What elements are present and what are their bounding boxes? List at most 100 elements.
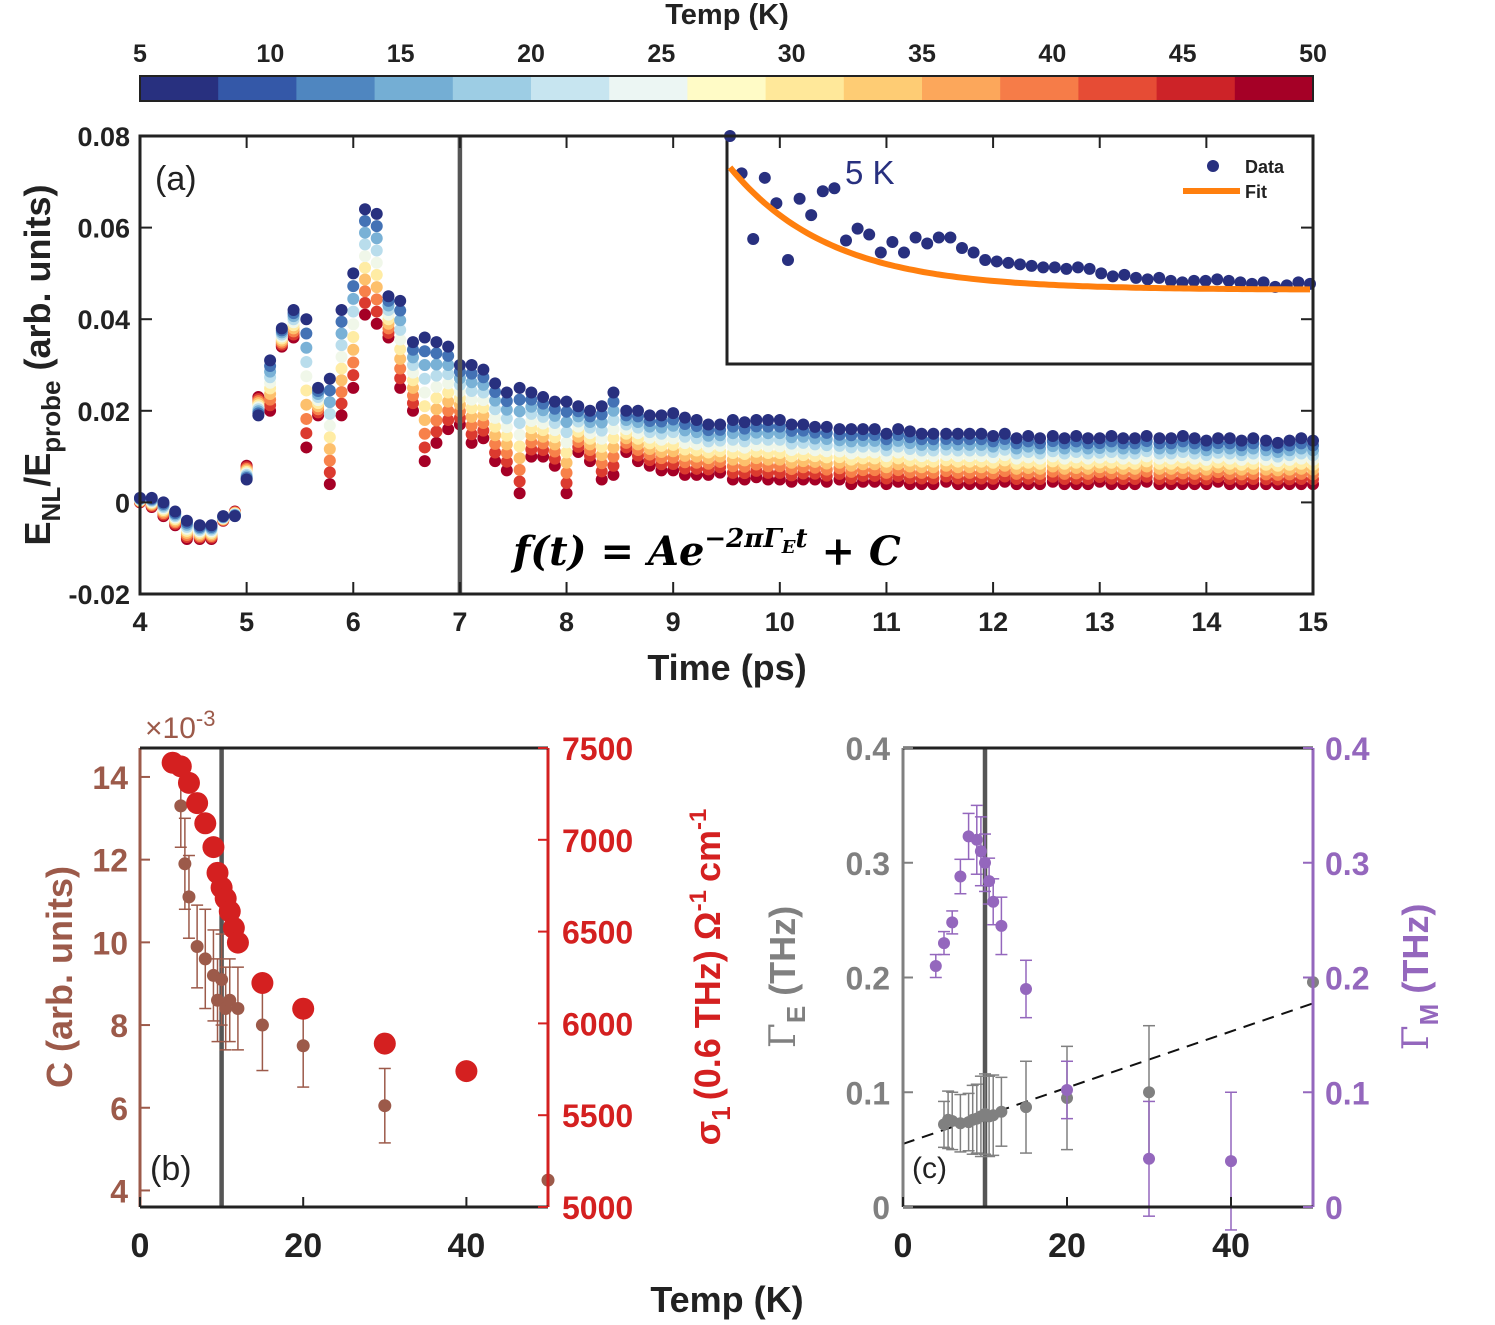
colorbar-swatch: [765, 76, 845, 101]
panel-a-data-point: [323, 431, 336, 444]
inset-data-point: [909, 231, 922, 244]
panel-b-C-point: [223, 993, 237, 1007]
panel-a-data-point: [323, 407, 336, 420]
panel-a-data-point: [560, 426, 573, 439]
panel-a-data-point: [323, 454, 336, 467]
inset-data-point: [1199, 274, 1212, 287]
panel-a-data-point: [370, 256, 383, 269]
panel-b-ytick-left-label: 6: [110, 1091, 128, 1127]
panel-a-data-point: [465, 359, 478, 371]
panel-a-data-point: [489, 446, 502, 459]
panel-a-data-point: [394, 304, 407, 317]
panel-a-data-point: [560, 477, 573, 490]
panel-a-xtick-label: 6: [346, 607, 361, 637]
panel-a-data-point: [347, 292, 360, 305]
panel-a-data-point: [500, 386, 513, 399]
panel-a-data-point: [845, 423, 858, 436]
panel-a-data-point: [335, 327, 348, 340]
panel-a-data-point: [465, 419, 478, 432]
panel-a-data-point: [631, 404, 644, 417]
panel-a-data-point: [359, 250, 372, 263]
panel-a-data-point: [584, 404, 597, 417]
panel-a-data-point: [1105, 429, 1118, 442]
panel-a-data-point: [1165, 432, 1178, 445]
colorbar-swatch: [843, 76, 923, 101]
panel-a-data-point: [607, 459, 620, 472]
legend-data-marker: [1207, 160, 1219, 172]
panel-a-data-point: [513, 487, 526, 500]
panel-a-data-point: [394, 333, 407, 346]
colorbar-tick-label: 30: [778, 40, 806, 68]
colorbar-swatch: [1078, 76, 1158, 101]
panel-b-sigma-point: [202, 836, 225, 859]
panel-a-data-point: [500, 438, 513, 451]
panel-a-data-point: [335, 304, 348, 317]
colorbar-swatch: [374, 76, 454, 101]
panel-a-data-point: [217, 510, 230, 523]
colorbar-swatch: [922, 76, 1001, 101]
colorbar-swatch: [1156, 76, 1236, 101]
panel-a-data-point: [418, 441, 431, 454]
panel-a-data-point: [228, 510, 241, 523]
panel-c-ytick-left-label: 0: [872, 1190, 890, 1226]
panel-b-C-point: [255, 1018, 269, 1032]
panel-c-gammaE-point: [1143, 1086, 1155, 1099]
panel-b-sigma-point: [186, 792, 209, 815]
panel-a-data-point: [323, 478, 336, 491]
inset-data-point: [782, 253, 794, 266]
panel-a-data-point: [1188, 432, 1201, 445]
panel-a-data-point: [394, 294, 407, 307]
panel-a-data-point: [477, 363, 490, 376]
inset-data-point: [828, 182, 841, 195]
panel-a-data-point: [607, 404, 620, 417]
panel-a-data-point: [785, 418, 798, 431]
panel-c: 0 20 40 0 0.1 0.2 0.3 0.4 0 0.1 0.2 0.3 0.4 (c) ΓE (…: [762, 731, 1444, 1265]
panel-a-data-point: [370, 317, 383, 330]
panel-c-gammaM-point: [946, 916, 959, 929]
panel-a-xtick-label: 14: [1191, 607, 1221, 637]
panel-b-C-point: [231, 1002, 245, 1016]
inset-data-point: [747, 233, 760, 246]
inset-data-point: [805, 209, 818, 222]
panel-a-data-point: [500, 447, 513, 460]
panel-a-data-point: [323, 442, 336, 455]
panel-a-data-point: [572, 400, 585, 413]
panel-c-label: (c): [912, 1152, 947, 1185]
panel-a-data-point: [394, 343, 407, 356]
panel-a-data-point: [430, 336, 443, 349]
panel-a-data-point: [394, 381, 407, 394]
panel-a-data-point: [442, 386, 455, 399]
panel-a-data-point: [892, 423, 905, 436]
panel-b-ytick-right-label: 6000: [562, 1006, 633, 1042]
panel-a-data-point: [418, 372, 431, 385]
panel-c-gammaM-point: [929, 960, 942, 973]
panel-b-ytick-left-label: 14: [92, 760, 128, 796]
panel-a-data-point: [442, 349, 455, 362]
panel-a-data-point: [359, 285, 372, 298]
panel-a-data-point: [442, 404, 455, 417]
panel-b-C-point: [178, 857, 192, 871]
panel-b-C-point: [215, 973, 229, 987]
panel-c-ylabel-left: ΓE (THz): [762, 906, 811, 1048]
panel-a-data-point: [607, 468, 620, 481]
panel-a-data-point: [595, 400, 608, 413]
panel-a-data-point: [323, 396, 336, 409]
panel-a-data-point: [465, 367, 478, 380]
panel-a-data-point: [489, 377, 502, 390]
panel-c-gammaM-point: [938, 937, 950, 950]
panel-a-data-point: [856, 423, 869, 436]
panel-a-data-point: [418, 400, 431, 413]
panel-a-data-point: [323, 419, 336, 432]
panel-a-data-point: [370, 207, 383, 220]
panel-a-data-point: [714, 418, 727, 431]
panel-a-data-point: [513, 428, 526, 441]
panel-a-data-point: [702, 418, 715, 431]
panel-a-data-point: [1283, 434, 1296, 447]
panel-a-data-point: [620, 404, 633, 417]
panel-b-ytick-left-label: 10: [92, 925, 128, 961]
panel-a-ytick-label: 0: [115, 488, 130, 518]
panel-a-data-point: [394, 323, 407, 336]
panel-a-data-point: [465, 402, 478, 415]
panel-c-ytick-left-label: 0.1: [846, 1075, 890, 1111]
panel-a-data-point: [430, 436, 443, 449]
